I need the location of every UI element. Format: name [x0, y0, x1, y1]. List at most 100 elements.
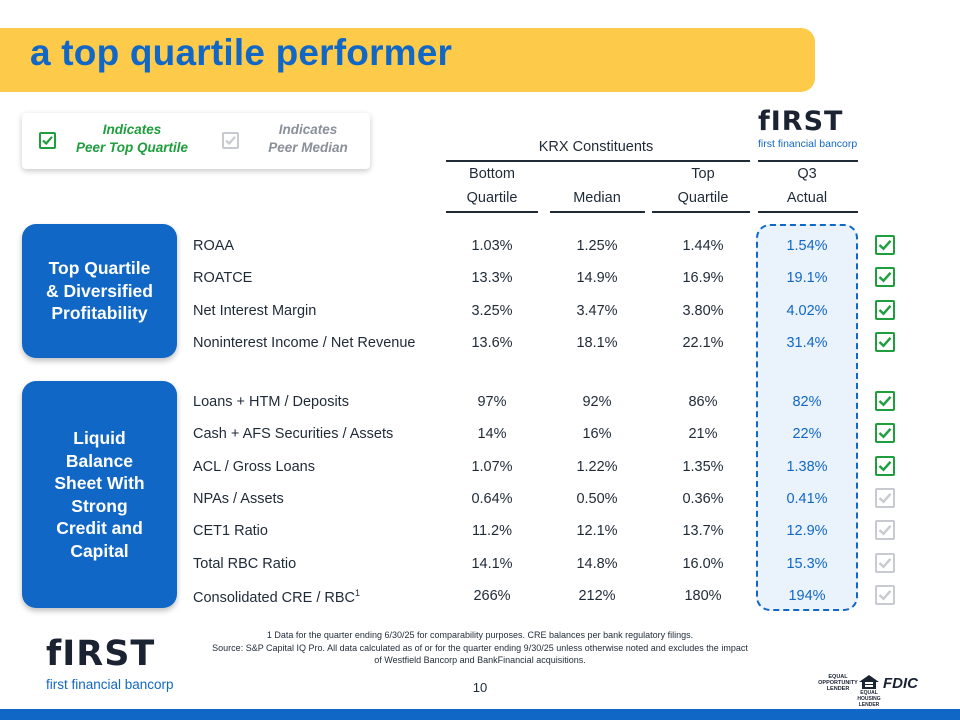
- q3-actual-value: 22%: [792, 426, 822, 442]
- equal-housing-icon: [858, 674, 880, 696]
- bottom-quartile-header-line2: Quartile: [466, 190, 518, 206]
- median-value: 12.1%: [576, 523, 618, 539]
- top-quartile-value: 22.1%: [682, 335, 724, 351]
- top-quartile-value: 16.9%: [682, 270, 724, 286]
- median-value: 0.50%: [576, 491, 618, 507]
- group-profitability: Top Quartile & Diversified Profitability: [22, 224, 177, 358]
- check-green-icon: [39, 132, 56, 149]
- median-value: 14.8%: [576, 556, 618, 572]
- q3-highlight-column: [756, 224, 858, 611]
- page-number: 10: [472, 680, 488, 695]
- check-green-icon: [875, 332, 895, 352]
- median-rule: [550, 211, 645, 213]
- check-gray-icon: [875, 585, 895, 605]
- bottom-quartile-value: 14.1%: [471, 556, 513, 572]
- row-label: Net Interest Margin: [193, 303, 317, 319]
- top-quartile-value: 86%: [688, 394, 718, 410]
- check-gray-icon: [875, 520, 895, 540]
- bottom-quartile-value: 266%: [473, 588, 511, 604]
- median-value: 18.1%: [576, 335, 618, 351]
- median-value: 3.47%: [576, 303, 618, 319]
- row-label: Total RBC Ratio: [193, 556, 297, 572]
- bottom-quartile-header-line1: Bottom: [469, 166, 515, 182]
- q3-actual-value: 0.41%: [786, 491, 828, 507]
- row-label: CET1 Ratio: [193, 523, 268, 539]
- row-label: NPAs / Assets: [193, 491, 284, 507]
- median-value: 16%: [582, 426, 612, 442]
- krx-constituents-header: KRX Constituents: [538, 139, 654, 155]
- median-value: 212%: [578, 588, 616, 604]
- top-quartile-value: 21%: [688, 426, 718, 442]
- legend-top-quartile-label: Indicates Peer Top Quartile: [75, 122, 189, 155]
- q3-actual-value: 12.9%: [786, 523, 828, 539]
- bottom-quartile-value: 3.25%: [471, 303, 513, 319]
- top-quartile-value: 0.36%: [682, 491, 724, 507]
- row-label: Cash + AFS Securities / Assets: [193, 426, 394, 442]
- q3-header-rule: [758, 160, 858, 162]
- title-banner: [0, 28, 815, 92]
- check-green-icon: [875, 267, 895, 287]
- check-gray-icon: [875, 553, 895, 573]
- q3-actual-value: 19.1%: [786, 270, 828, 286]
- bottom-quartile-value: 14%: [477, 426, 507, 442]
- legend-box: Indicates Peer Top Quartile Indicates Pe…: [22, 113, 370, 169]
- check-green-icon: [875, 300, 895, 320]
- top-quartile-header-line1: Top: [691, 166, 715, 182]
- bottom-quartile-value: 0.64%: [471, 491, 513, 507]
- bottom-accent-bar: [0, 709, 960, 720]
- top-quartile-value: 1.44%: [682, 238, 724, 254]
- top-quartile-value: 3.80%: [682, 303, 724, 319]
- bottom-quartile-value: 11.2%: [471, 523, 513, 539]
- median-header: Median: [573, 190, 621, 206]
- row-label: Loans + HTM / Deposits: [193, 394, 349, 410]
- q3-actual-value: 1.54%: [786, 238, 828, 254]
- row-label: Noninterest Income / Net Revenue: [193, 335, 416, 351]
- median-value: 14.9%: [576, 270, 618, 286]
- check-green-icon: [875, 456, 895, 476]
- equal-housing-lender-text: EQUAL HOUSING LENDER: [857, 690, 881, 708]
- check-green-icon: [875, 391, 895, 411]
- check-green-icon: [875, 235, 895, 255]
- top-quartile-value: 1.35%: [682, 459, 724, 475]
- krx-header-rule: [446, 160, 750, 162]
- footnote: 1 Data for the quarter ending 6/30/25 fo…: [210, 629, 750, 667]
- bottom-quartile-value: 97%: [477, 394, 507, 410]
- q3-actual-value: 82%: [792, 394, 822, 410]
- logo-wordmark: fIRST: [758, 106, 844, 137]
- logo-wordmark: fIRST: [46, 634, 156, 674]
- bottom-quartile-value: 13.3%: [471, 270, 513, 286]
- bottom-quartile-value: 1.07%: [471, 459, 513, 475]
- company-logo-bottom: fIRST first financial bancorp: [46, 634, 174, 692]
- top-quartile-rule: [652, 211, 750, 213]
- company-logo: fIRST first financial bancorp: [758, 106, 857, 150]
- footnote-marker: 1: [355, 588, 361, 598]
- page-title: a top quartile performer: [30, 32, 453, 73]
- q3-actual-value: 31.4%: [786, 335, 828, 351]
- median-value: 1.25%: [576, 238, 618, 254]
- top-quartile-value: 16.0%: [682, 556, 724, 572]
- top-quartile-header-line2: Quartile: [677, 190, 729, 206]
- row-label: ROAA: [193, 238, 235, 254]
- logo-tagline: first financial bancorp: [758, 138, 858, 150]
- bottom-quartile-rule: [446, 211, 538, 213]
- q3-actual-value: 15.3%: [786, 556, 828, 572]
- bottom-quartile-value: 13.6%: [471, 335, 513, 351]
- check-gray-icon: [222, 132, 239, 149]
- equal-opportunity-lender-badge: EQUAL OPPORTUNITY LENDER: [818, 674, 858, 692]
- check-gray-icon: [875, 488, 895, 508]
- q3-actual-value: 4.02%: [786, 303, 828, 319]
- footnote-source: Source: S&P Capital IQ Pro. All data cal…: [212, 642, 748, 666]
- row-label: Consolidated CRE / RBC1: [193, 588, 360, 606]
- q3-actual-value: 1.38%: [786, 459, 828, 475]
- median-value: 1.22%: [576, 459, 618, 475]
- row-label: ACL / Gross Loans: [193, 459, 315, 475]
- q3-header-line2: Actual: [786, 190, 828, 206]
- q3-actual-value: 194%: [788, 588, 826, 604]
- group-balance-sheet: Liquid Balance Sheet With Strong Credit …: [22, 381, 177, 608]
- logo-tagline: first financial bancorp: [46, 677, 174, 692]
- check-green-icon: [875, 423, 895, 443]
- row-label-text: Consolidated CRE / RBC: [193, 589, 355, 606]
- fdic-logo: FDIC: [883, 675, 918, 692]
- legend-median-label: Indicates Peer Median: [268, 122, 348, 155]
- median-value: 92%: [582, 394, 612, 410]
